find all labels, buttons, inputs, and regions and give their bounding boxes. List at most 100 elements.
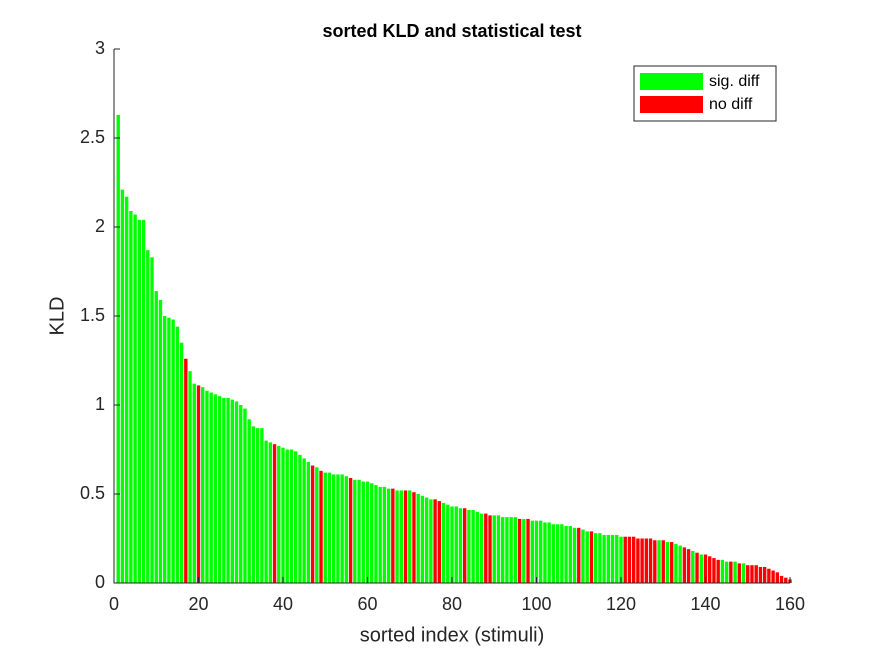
bar	[293, 451, 298, 583]
x-tick-label: 40	[273, 594, 293, 614]
bar	[184, 358, 188, 583]
bar	[610, 534, 615, 583]
bar	[120, 189, 125, 583]
bar	[353, 479, 357, 583]
x-tick-label: 20	[188, 594, 208, 614]
bar	[298, 454, 302, 583]
y-tick-label: 1.5	[80, 305, 105, 325]
bar	[733, 561, 737, 583]
bar	[505, 517, 509, 583]
bar	[623, 536, 627, 583]
y-tick-label: 2.5	[80, 127, 105, 147]
bar	[585, 531, 589, 583]
bar	[775, 572, 780, 583]
bar	[361, 481, 365, 583]
bar	[437, 501, 442, 583]
bar	[446, 504, 450, 583]
bar	[627, 536, 632, 583]
bar	[467, 510, 471, 583]
bar	[581, 529, 585, 583]
bar	[488, 515, 492, 583]
bar	[217, 396, 222, 583]
bar	[682, 547, 687, 583]
bar	[762, 566, 767, 583]
bar	[357, 479, 361, 583]
bar	[526, 518, 530, 583]
bar	[150, 257, 154, 583]
bar	[530, 520, 534, 583]
bar	[746, 565, 750, 583]
bar	[403, 490, 408, 583]
bar	[737, 563, 741, 583]
chart-title: sorted KLD and statistical test	[322, 21, 581, 41]
x-tick-label: 100	[521, 594, 551, 614]
bar	[758, 566, 763, 583]
bar	[615, 534, 619, 583]
bar	[484, 513, 488, 583]
bar	[247, 419, 251, 583]
legend-swatch	[640, 73, 703, 90]
bar	[593, 533, 598, 583]
bar	[302, 458, 306, 583]
bar	[686, 549, 691, 583]
bar	[395, 490, 399, 583]
legend-label: no diff	[709, 96, 753, 113]
bar	[175, 326, 180, 583]
bar	[340, 474, 344, 583]
bar	[657, 540, 661, 583]
bar	[374, 485, 378, 583]
bar	[644, 538, 649, 583]
bar	[344, 476, 349, 583]
bar	[589, 531, 594, 583]
bar	[133, 214, 137, 584]
bar	[450, 506, 454, 583]
bar	[192, 383, 196, 583]
bar	[408, 490, 412, 583]
bar	[391, 488, 395, 583]
bar	[598, 533, 602, 583]
bar	[606, 534, 611, 583]
bar	[420, 495, 425, 583]
bar	[251, 426, 256, 583]
bar	[543, 522, 547, 583]
bar	[471, 510, 475, 583]
bar	[509, 517, 513, 583]
bar	[729, 561, 733, 583]
x-tick-label: 140	[690, 594, 720, 614]
bar	[281, 447, 285, 583]
y-tick-label: 2	[95, 216, 105, 236]
bar	[268, 442, 273, 583]
bar	[416, 494, 420, 583]
bar	[568, 526, 572, 583]
bar	[678, 545, 682, 583]
legend-label: sig. diff	[709, 73, 760, 90]
bar	[771, 570, 775, 583]
bar	[640, 538, 644, 583]
bar	[572, 527, 577, 583]
bar	[708, 556, 712, 583]
bar	[547, 522, 551, 583]
bar	[154, 291, 158, 583]
bar	[441, 502, 446, 583]
bar	[196, 385, 201, 583]
bar	[285, 449, 289, 583]
bar	[365, 481, 370, 583]
bar	[539, 520, 543, 583]
bar	[264, 440, 268, 583]
bar	[116, 114, 120, 584]
y-axis-label: KLD	[46, 297, 68, 336]
bar	[513, 517, 518, 583]
legend-swatch	[640, 96, 703, 113]
bar	[665, 542, 670, 583]
bar	[239, 405, 243, 583]
bar	[201, 387, 205, 583]
bar	[534, 520, 539, 583]
bar	[306, 461, 311, 583]
bar	[454, 506, 458, 583]
bar	[255, 428, 260, 583]
bar	[124, 196, 129, 584]
bar	[234, 401, 239, 583]
bar	[560, 524, 564, 583]
bar	[179, 342, 184, 583]
